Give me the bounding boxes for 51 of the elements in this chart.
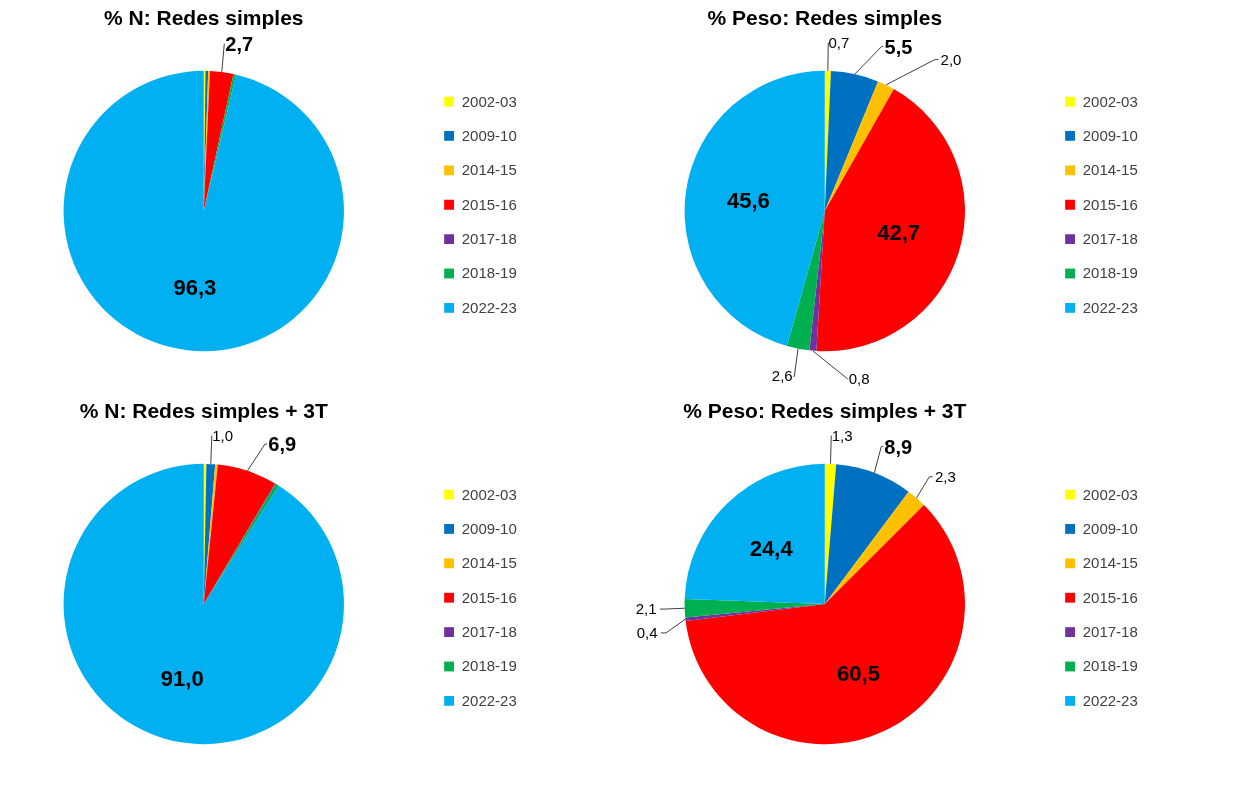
legend-label: 2009-10 (461, 126, 517, 144)
data-label: 24,4 (749, 535, 794, 561)
data-label: 42,7 (877, 220, 921, 246)
chart-title: % N: Redes simples + 3T (79, 398, 328, 422)
legend-label: 2015-16 (461, 588, 517, 606)
legend-label: 2014-15 (461, 554, 517, 572)
data-label: 5,5 (884, 35, 913, 58)
data-label: 1,3 (831, 426, 853, 444)
legend-label: 2018-19 (1082, 657, 1138, 675)
data-label: 1,0 (212, 426, 234, 444)
legend-label: 2009-10 (1082, 519, 1138, 537)
legend-label: 2017-18 (461, 623, 517, 641)
legend-label: 2022-23 (461, 298, 517, 316)
data-label: 2,7 (225, 33, 254, 55)
data-label: 6,9 (268, 433, 297, 456)
legend-label: 2022-23 (1082, 691, 1138, 709)
legend-label: 2017-18 (461, 230, 517, 248)
legend-label: 2014-15 (461, 161, 517, 179)
legend-label: 2009-10 (1082, 126, 1138, 144)
legend-label: 2018-19 (1082, 264, 1138, 282)
legend-label: 2018-19 (461, 264, 517, 282)
data-label: 8,9 (884, 435, 913, 458)
legend-label: 2017-18 (1082, 623, 1138, 641)
data-label: 60,5 (837, 660, 880, 686)
chart-title: % Peso: Redes simples + 3T (683, 398, 967, 422)
legend-label: 2014-15 (1082, 554, 1138, 572)
legend-label: 2002-03 (461, 485, 517, 503)
legend-label: 2022-23 (1082, 298, 1138, 316)
data-label: 2,3 (934, 467, 956, 485)
chart-title: % N: Redes simples (103, 5, 304, 29)
data-label: 0,8 (848, 369, 870, 387)
legend-label: 2014-15 (1082, 161, 1138, 179)
data-label: 2,0 (940, 50, 962, 68)
legend-label: 2017-18 (1082, 230, 1138, 248)
data-label: 2,1 (635, 600, 657, 618)
data-label: 2,6 (771, 367, 793, 385)
legend-label: 2002-03 (461, 92, 517, 110)
legend-label: 2015-16 (461, 195, 517, 213)
chart-title: % Peso: Redes simples (707, 5, 943, 29)
data-label: 0,4 (636, 623, 658, 641)
legend-label: 2002-03 (1082, 92, 1138, 110)
data-label: 0,7 (828, 33, 850, 51)
data-label: 45,6 (726, 188, 770, 214)
legend-label: 2009-10 (461, 519, 517, 537)
legend-label: 2022-23 (461, 691, 517, 709)
data-label: 91,0 (160, 665, 204, 691)
legend-label: 2015-16 (1082, 195, 1138, 213)
legend-label: 2018-19 (461, 657, 517, 675)
legend-label: 2002-03 (1082, 485, 1138, 503)
legend-label: 2015-16 (1082, 588, 1138, 606)
data-label: 96,3 (173, 275, 217, 301)
